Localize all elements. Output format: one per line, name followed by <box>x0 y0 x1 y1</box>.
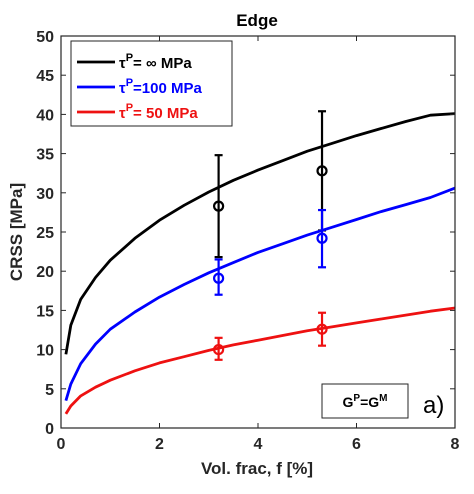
y-tick-label: 0 <box>45 421 54 438</box>
y-tick-label: 50 <box>36 29 54 46</box>
y-tick-label: 30 <box>36 186 54 203</box>
y-tick-label: 15 <box>36 303 54 320</box>
y-tick-label: 20 <box>36 264 54 281</box>
data-point <box>316 232 328 244</box>
chart-title: Edge <box>236 11 278 30</box>
series-line-2 <box>64 306 456 415</box>
annotation-text: GP=GM <box>343 393 388 410</box>
data-point <box>213 344 225 356</box>
legend: τP= ∞ MPa τP=100 MPa τP= 50 MPa <box>70 40 233 127</box>
data-point <box>213 200 225 212</box>
data-point <box>213 272 225 284</box>
series-line-0 <box>64 112 456 355</box>
legend-entry-2: τP= 50 MPa <box>119 102 198 122</box>
y-tick-label: 40 <box>36 107 54 124</box>
plot-area <box>64 110 456 415</box>
annotation-box: GP=GM <box>321 383 409 419</box>
data-point <box>316 323 328 335</box>
data-point <box>316 165 328 177</box>
series-line-1 <box>64 186 456 401</box>
y-tick-label: 5 <box>45 382 54 399</box>
y-tick-label: 10 <box>36 343 54 360</box>
x-tick-label: 8 <box>451 436 460 453</box>
y-axis-title: CRSS [MPa] <box>7 183 26 281</box>
y-tick-label: 25 <box>36 225 54 242</box>
x-tick-label: 6 <box>352 436 361 453</box>
legend-entry-1: τP=100 MPa <box>119 77 203 97</box>
panel-label: a) <box>423 392 444 419</box>
x-axis-title: Vol. frac, f [%] <box>201 459 313 478</box>
x-tick-label: 0 <box>57 436 66 453</box>
axes: 0 2 4 6 8 0 5 10 15 20 25 30 35 40 45 50 <box>36 29 459 453</box>
x-tick-label: 4 <box>254 436 263 453</box>
annotation-frame <box>321 383 409 419</box>
x-tick-label: 2 <box>155 436 164 453</box>
y-tick-label: 45 <box>36 68 54 85</box>
legend-entry-0: τP= ∞ MPa <box>119 52 192 72</box>
y-tick-label: 35 <box>36 147 54 164</box>
